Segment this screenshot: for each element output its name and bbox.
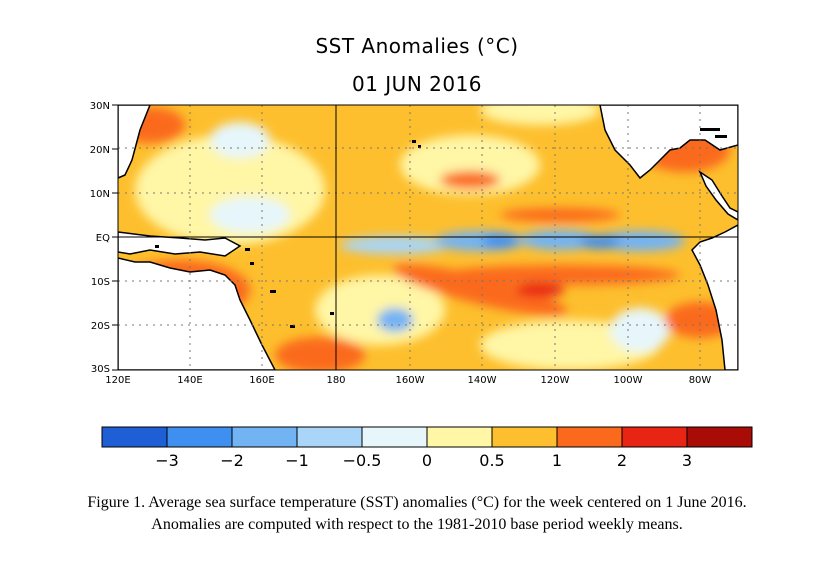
colorbar-label: −3 xyxy=(155,451,179,470)
colorbar-swatch xyxy=(556,426,623,448)
colorbar-swatch xyxy=(491,426,558,448)
colorbar-swatch xyxy=(101,426,168,448)
lat-label: 30N xyxy=(90,101,110,112)
lon-axis: 120E 140E 160E 180 160W 140W 120W 100W 8… xyxy=(105,375,711,386)
colorbar-labels: −3 −2 −1 −0.5 0 0.5 1 2 3 xyxy=(155,451,692,470)
colorbar-label: 3 xyxy=(682,451,692,470)
colorbar-swatch xyxy=(231,426,298,448)
lat-label: 30S xyxy=(91,364,110,375)
lon-label: 120E xyxy=(105,375,130,386)
colorbar-label: 0.5 xyxy=(479,451,504,470)
colorbar-label: 2 xyxy=(617,451,627,470)
lon-label: 100W xyxy=(614,375,643,386)
colorbar-swatch xyxy=(426,426,493,448)
new-guinea-land xyxy=(118,231,242,257)
anomaly-patches xyxy=(118,105,735,370)
lat-axis: 30N 20N 10N EQ 10S 20S 30S xyxy=(90,101,118,375)
grid-lines xyxy=(118,105,738,370)
lat-label: 10N xyxy=(90,189,110,200)
colorbar-swatch xyxy=(621,426,688,448)
asia-land xyxy=(118,105,151,179)
colorbar-swatch xyxy=(166,426,233,448)
landmasses xyxy=(118,105,738,370)
colorbar-swatch xyxy=(361,426,428,448)
lon-label: 180 xyxy=(326,375,345,386)
lon-label: 80W xyxy=(689,375,712,386)
figure-caption-line-2: Anomalies are computed with respect to t… xyxy=(151,516,683,533)
lat-label: 20S xyxy=(91,321,110,332)
colorbar-label: −2 xyxy=(220,451,244,470)
colorbar-label: −1 xyxy=(285,451,309,470)
central-america-land xyxy=(698,169,738,221)
figure-caption-line-1: Figure 1. Average sea surface temperatur… xyxy=(87,494,747,511)
colorbar-label: 0 xyxy=(422,451,432,470)
lat-label: 10S xyxy=(91,277,110,288)
south-america-land xyxy=(691,224,738,370)
map-field xyxy=(118,105,738,370)
colorbar-label: 1 xyxy=(552,451,562,470)
lat-label: EQ xyxy=(96,233,110,244)
lon-label: 140W xyxy=(468,375,497,386)
colorbar-label: −0.5 xyxy=(343,451,382,470)
north-america-land xyxy=(599,105,738,180)
colorbar xyxy=(101,426,753,448)
colorbar-swatch xyxy=(686,426,753,448)
lat-label: 20N xyxy=(90,145,110,156)
map-title: SST Anomalies (°C) xyxy=(315,34,519,58)
map-date: 01 JUN 2016 xyxy=(351,72,483,96)
lon-label: 140E xyxy=(177,375,202,386)
lon-label: 160W xyxy=(396,375,425,386)
lon-label: 160E xyxy=(249,375,274,386)
australia-land xyxy=(118,257,276,370)
islands xyxy=(155,128,727,328)
colorbar-swatch xyxy=(296,426,363,448)
lon-label: 120W xyxy=(541,375,570,386)
